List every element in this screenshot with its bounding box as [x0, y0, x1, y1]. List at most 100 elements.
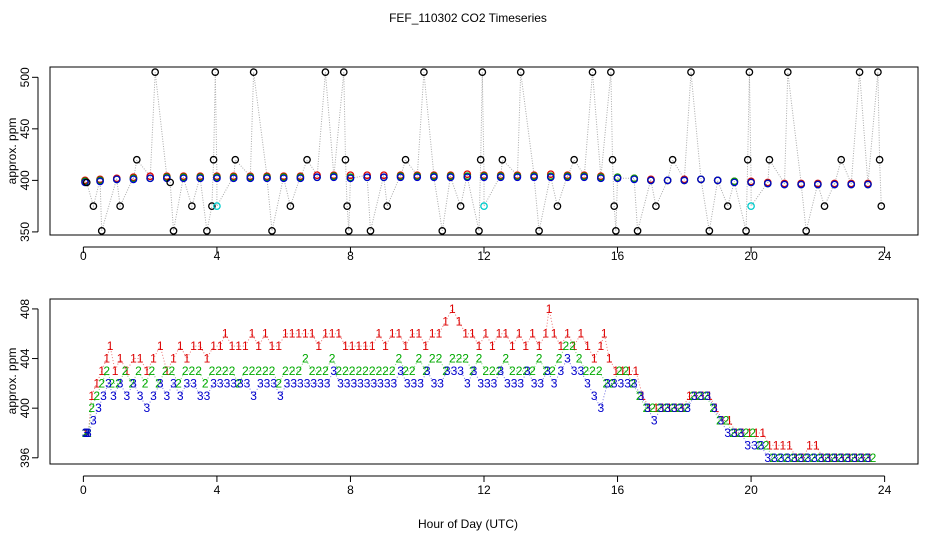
top-point [570, 155, 578, 164]
bottom-point-1: 1 [542, 327, 549, 341]
bottom-point-2: 2 [562, 339, 569, 353]
top-point [379, 173, 388, 182]
bottom-point-2: 2 [135, 364, 142, 378]
bottom-point-1: 1 [606, 352, 613, 366]
top-point [196, 174, 205, 183]
bottom-point-3: 3 [691, 389, 698, 403]
top-point [209, 155, 218, 164]
bottom-point-2: 2 [416, 352, 423, 366]
bottom-point-3: 3 [384, 376, 391, 390]
bottom-point-3: 3 [330, 364, 337, 378]
bottom-point-3: 3 [257, 376, 264, 390]
top-point [535, 227, 543, 235]
bottom-x-tick-label: 0 [80, 483, 87, 497]
bottom-point-2: 2 [122, 364, 129, 378]
top-point [742, 227, 750, 235]
bottom-point-3: 3 [551, 376, 558, 390]
bottom-point-2: 2 [195, 364, 202, 378]
bottom-point-1: 1 [329, 327, 336, 341]
top-point [129, 175, 138, 184]
top-point [268, 227, 276, 235]
top-axes: 0 4 8 12 16 20 24 350 400 450 500 [18, 67, 892, 263]
bottom-point-3: 3 [738, 426, 745, 440]
bottom-point-2: 2 [816, 451, 823, 465]
bottom-point-1: 1 [289, 327, 296, 341]
bottom-point-3: 3 [571, 364, 578, 378]
top-point [546, 173, 555, 182]
bottom-point-3: 3 [237, 376, 244, 390]
bottom-point-2: 2 [716, 414, 723, 428]
top-point [169, 227, 178, 235]
top-y-tick-label: 500 [18, 67, 32, 87]
bottom-point-2: 2 [549, 364, 556, 378]
bottom-point-1: 1 [820, 451, 827, 465]
bottom-point-3: 3 [825, 451, 832, 465]
bottom-point-1: 1 [375, 327, 382, 341]
bottom-point-1: 1 [536, 339, 543, 353]
top-point [329, 173, 338, 182]
bottom-point-2: 2 [275, 376, 282, 390]
bottom-point-1: 1 [436, 327, 443, 341]
bottom-point-2: 2 [295, 364, 302, 378]
bottom-point-2: 2 [456, 352, 463, 366]
bottom-point-1: 1 [476, 339, 483, 353]
bottom-point-3: 3 [731, 426, 738, 440]
top-point [303, 155, 311, 164]
bottom-point-2: 2 [669, 401, 676, 415]
bottom-point-1: 1 [571, 339, 578, 353]
bottom-point-1: 1 [150, 352, 157, 366]
bottom-point-3: 3 [698, 389, 705, 403]
bottom-point-1: 1 [753, 426, 760, 440]
top-point [668, 155, 677, 164]
top-point [211, 68, 220, 77]
top-point [321, 68, 330, 77]
top-point [116, 202, 124, 210]
top-point [855, 68, 864, 77]
bottom-point-1: 1 [409, 327, 416, 341]
bottom-point-2: 2 [175, 376, 182, 390]
bottom-point-1: 1 [369, 339, 376, 353]
bottom-point-3: 3 [477, 376, 484, 390]
top-point [480, 202, 488, 210]
bottom-point-2: 2 [103, 364, 110, 378]
top-point [463, 173, 472, 182]
bottom-point-1: 1 [469, 327, 476, 341]
bottom-point-1: 1 [197, 339, 204, 353]
top-point [383, 202, 392, 210]
bottom-point-3: 3 [584, 376, 591, 390]
top-point [344, 227, 353, 235]
bottom-point-3: 3 [117, 376, 124, 390]
bottom-point-1: 1 [619, 364, 626, 378]
top-point [608, 155, 617, 164]
bottom-point-3: 3 [177, 389, 184, 403]
bottom-point-1: 1 [229, 339, 236, 353]
bottom-point-3: 3 [123, 389, 130, 403]
bottom-point-1: 1 [726, 414, 733, 428]
bottom-point-1: 1 [653, 401, 660, 415]
bottom-point-1: 1 [826, 451, 833, 465]
bottom-point-1: 1 [262, 327, 269, 341]
bottom-point-3: 3 [197, 389, 204, 403]
bottom-point-1: 1 [362, 339, 369, 353]
top-point [780, 180, 789, 189]
bottom-point-1: 1 [733, 426, 740, 440]
bottom-point-3: 3 [838, 451, 845, 465]
bottom-point-2: 2 [522, 364, 529, 378]
bottom-point-2: 2 [536, 352, 543, 366]
top-point [296, 174, 305, 183]
bottom-point-3: 3 [557, 364, 564, 378]
top-point [802, 227, 811, 235]
bottom-point-3: 3 [370, 376, 377, 390]
top-point [249, 68, 258, 77]
bottom-point-2: 2 [476, 352, 483, 366]
bottom-point-3: 3 [170, 376, 177, 390]
bottom-point-2: 2 [516, 364, 523, 378]
main-title: FEF_110302 CO2 Timeseries [389, 11, 547, 25]
top-point [837, 155, 846, 164]
bottom-point-1: 1 [840, 451, 847, 465]
top-point [341, 155, 350, 164]
top-point [530, 173, 538, 182]
bottom-point-1: 1 [813, 438, 820, 452]
bottom-point-1: 1 [496, 327, 503, 341]
bottom-point-1: 1 [85, 426, 92, 440]
